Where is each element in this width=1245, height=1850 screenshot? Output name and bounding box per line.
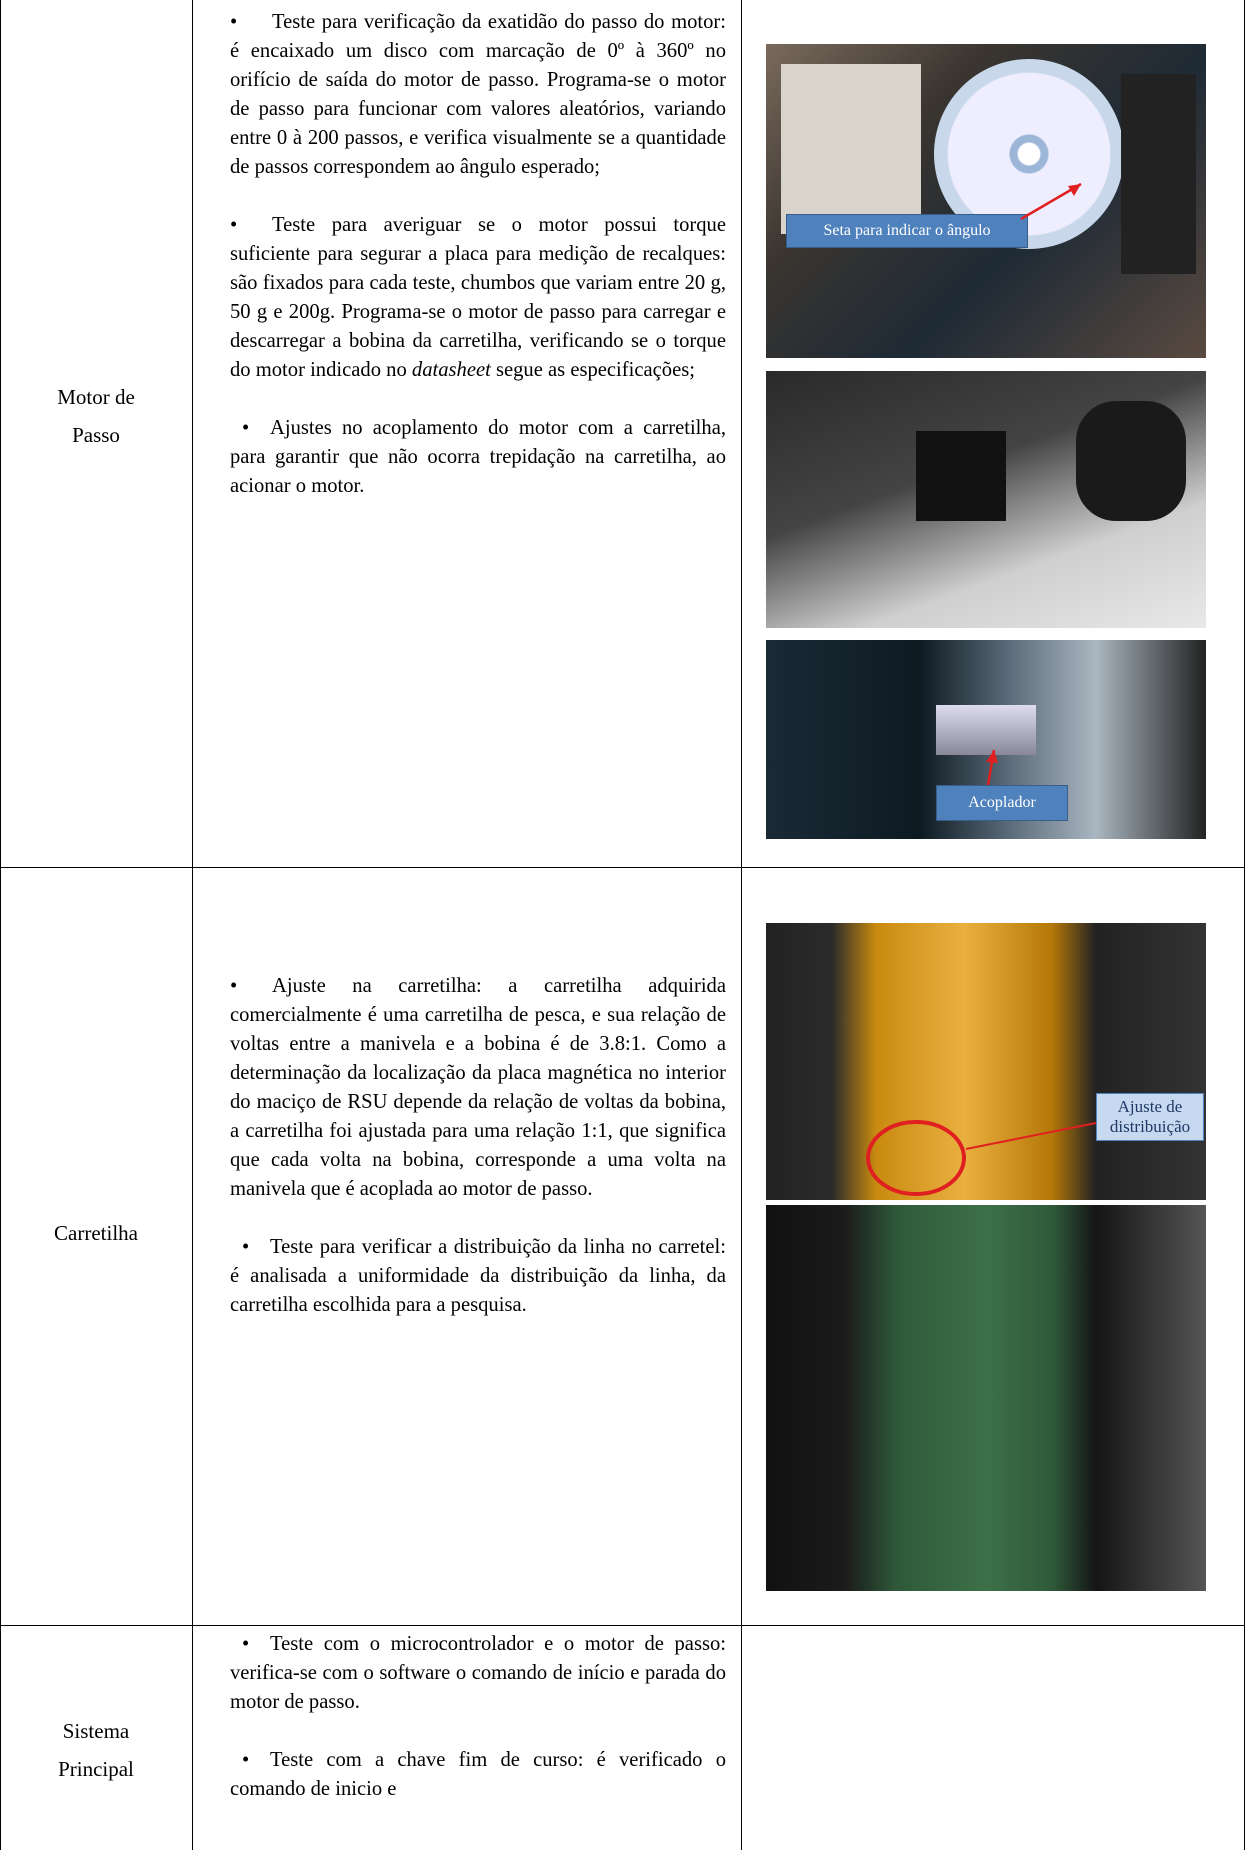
item-text: Ajustes no acoplamento do motor com a ca…: [230, 417, 726, 497]
photo: Acoplador: [766, 640, 1206, 839]
label-line: Principal: [58, 1757, 134, 1781]
component-label: Motor de Passo: [0, 378, 192, 454]
item: Teste com a chave fim de curso: é verifi…: [230, 1746, 726, 1804]
item: Teste para verificar a distribuição da l…: [230, 1233, 726, 1320]
item-text: Ajuste na carretilha: a carretilha adqui…: [230, 975, 726, 1200]
label-line: Motor de: [57, 385, 135, 409]
photo: [766, 1205, 1206, 1591]
arrow: [1020, 182, 1082, 221]
photo: Ajuste de distribuição: [766, 923, 1206, 1200]
photo-caption: Seta para indicar o ângulo: [786, 214, 1028, 248]
arrow: [986, 749, 998, 786]
reel: [1076, 401, 1186, 521]
border: [741, 0, 742, 1850]
cell-text: Teste para verificação da exatidão do pa…: [230, 8, 726, 530]
item: Teste para verificação da exatidão do pa…: [230, 8, 726, 182]
cell-text: Teste com o microcontrolador e o motor d…: [230, 1630, 726, 1833]
item-emphasis: datasheet: [411, 359, 491, 381]
item: Teste com o microcontrolador e o motor d…: [230, 1630, 726, 1717]
item-text: Teste para verificar a distribuição da l…: [230, 1236, 726, 1316]
item: Ajuste na carretilha: a carretilha adqui…: [230, 972, 726, 1204]
item-text: Teste para verificação da exatidão do pa…: [230, 11, 726, 178]
item-text: Teste com o microcontrolador e o motor d…: [230, 1633, 726, 1713]
item: Ajustes no acoplamento do motor com a ca…: [230, 414, 726, 501]
item-text: Teste com a chave fim de curso: é verifi…: [230, 1749, 726, 1800]
item: Teste para averiguar se o motor possui t…: [230, 211, 726, 385]
border: [192, 0, 193, 1850]
photo: Seta para indicar o ângulo: [766, 44, 1206, 358]
cell-text: Ajuste na carretilha: a carretilha adqui…: [230, 972, 726, 1349]
border: [0, 0, 1, 1850]
motor: [916, 431, 1006, 521]
annotation: [866, 1118, 1117, 1196]
component-label: Carretilha: [0, 1214, 192, 1252]
photo-caption: Ajuste de distribuição: [1096, 1093, 1204, 1141]
photo: [766, 371, 1206, 628]
border: [0, 1625, 1245, 1626]
component-label: Sistema Principal: [0, 1712, 192, 1788]
border: [0, 867, 1245, 868]
coupler: [936, 705, 1036, 755]
label-line: Sistema: [62, 1719, 130, 1743]
battery: [1121, 74, 1196, 274]
photo-caption: Acoplador: [936, 785, 1068, 821]
label-line: Carretilha: [54, 1221, 138, 1245]
breadboard: [781, 64, 921, 234]
item-text: Teste para averiguar se o motor possui t…: [230, 214, 726, 381]
item-text: segue as especificações;: [490, 359, 695, 381]
label-line: Passo: [72, 423, 120, 447]
